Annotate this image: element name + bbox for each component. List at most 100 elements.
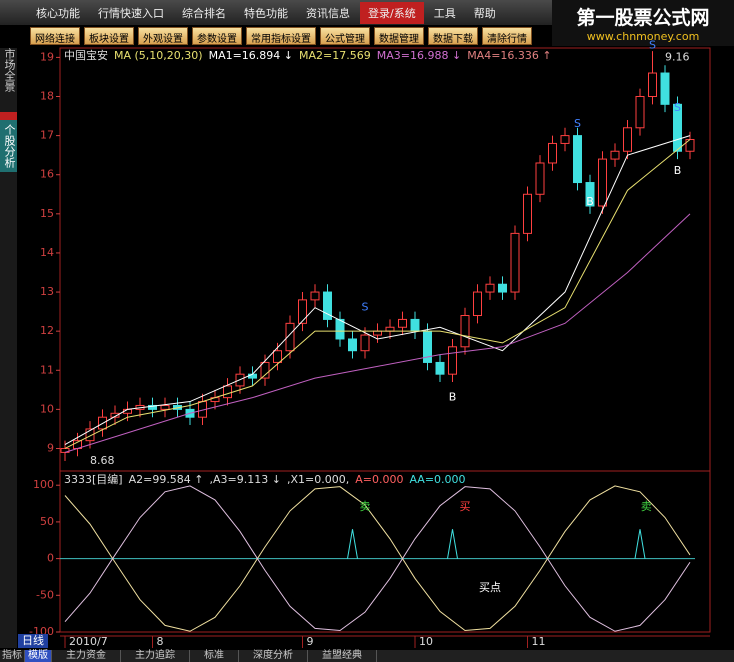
menu-bar: 核心功能 行情快速入口 综合排名 特色功能 资讯信息 登录/系统 工具 帮助 [0, 0, 552, 25]
y-tick-label: 18 [40, 89, 54, 102]
tab[interactable]: 主力追踪 [121, 650, 190, 662]
candle-body [110, 412, 120, 418]
side-tab[interactable]: 个股分析 [0, 112, 17, 172]
candle-body [498, 283, 507, 293]
tab[interactable]: 益盟经典 [308, 650, 377, 662]
menu-item[interactable]: 特色功能 [244, 6, 288, 20]
period-button[interactable]: 日线 [18, 634, 48, 648]
candle-body [285, 322, 295, 352]
candle-body [148, 404, 157, 410]
signal-label: 买 [460, 500, 471, 513]
candle-body [410, 318, 420, 332]
signal-marker: B [674, 164, 682, 177]
indicator-line [64, 485, 691, 632]
header-item: 3333[目编] [64, 472, 123, 486]
y-tick-label: 0 [47, 552, 54, 565]
tab[interactable]: 模版 [25, 650, 52, 662]
candle-body [523, 193, 532, 234]
tab[interactable]: 指标 [0, 650, 25, 662]
y-tick-label: 12 [40, 324, 54, 337]
signal-marker: B [586, 195, 594, 208]
candle-body [360, 334, 370, 352]
menu-item[interactable]: 登录/系统 [360, 1, 424, 24]
tool-button[interactable]: 常用指标设置 [246, 27, 316, 45]
header-item: MA2=17.569 [299, 49, 371, 62]
frame [59, 47, 711, 633]
tab[interactable]: 主力资金 [52, 650, 121, 662]
candle-body [610, 150, 620, 160]
logo-url: www.chnmoney.com [586, 30, 700, 43]
y-tick-label: 9 [47, 441, 54, 454]
candle-body [348, 338, 357, 352]
ma-line [64, 213, 691, 453]
tool-button[interactable]: 网络连接 [30, 27, 80, 45]
candle-body [560, 135, 570, 144]
x-tick-label: 2010/7 [69, 635, 108, 648]
signal-marker: B [449, 391, 457, 404]
tool-button[interactable]: 数据管理 [374, 27, 424, 45]
header-item: ,A3=9.113 ↓ [210, 473, 281, 486]
indicator-line [64, 485, 691, 632]
menu-item[interactable]: 行情快速入口 [98, 6, 164, 20]
menu-item[interactable]: 资讯信息 [306, 6, 350, 20]
candle-body [648, 72, 657, 97]
candle-body [585, 182, 595, 207]
price-label: 8.68 [90, 454, 115, 467]
y-tick-label: 14 [40, 246, 54, 259]
y-tick-label: -50 [36, 588, 54, 601]
menu-item[interactable]: 综合排名 [182, 6, 226, 20]
candle-body [435, 361, 445, 375]
candle-body [373, 330, 382, 336]
candle-body [323, 291, 332, 320]
candle-body [385, 326, 395, 332]
candle-body [448, 346, 457, 375]
signal-spike [447, 529, 458, 559]
toolbar: 网络连接 板块设置 外观设置 参数设置 常用指标设置 公式管理 数据管理 数据下载 清除行情 [30, 27, 532, 45]
header-item: ,X1=0.000, [287, 473, 349, 486]
y-tick-label: 15 [40, 207, 54, 220]
header-item: 中国宝安 [64, 48, 108, 62]
header-item: MA3=16.988 ↓ [377, 49, 461, 62]
candle-body [310, 291, 320, 301]
tool-button[interactable]: 清除行情 [482, 27, 532, 45]
tool-button[interactable]: 数据下载 [428, 27, 478, 45]
menu-item[interactable]: 核心功能 [36, 6, 80, 20]
candle-body [298, 299, 307, 324]
y-tick-label: 16 [40, 168, 54, 181]
candle-body [548, 142, 557, 164]
y-tick-label: 11 [40, 363, 54, 376]
candle-body [573, 135, 582, 184]
candle-body [223, 385, 232, 399]
candle-body [85, 428, 95, 442]
tool-button[interactable]: 外观设置 [138, 27, 188, 45]
tool-button[interactable]: 参数设置 [192, 27, 242, 45]
menu-item[interactable]: 帮助 [473, 6, 496, 20]
tool-button[interactable]: 板块设置 [84, 27, 134, 45]
candle-body [273, 350, 282, 363]
header-item: A=0.000 [355, 473, 403, 486]
candle-body [473, 291, 482, 317]
candle-body [160, 404, 170, 410]
tab[interactable]: 深度分析 [239, 650, 308, 662]
signal-marker: S [649, 39, 656, 52]
header-item: AA=0.000 [409, 473, 465, 486]
tab[interactable]: 标准 [190, 650, 239, 662]
y-tick-label: 13 [40, 285, 54, 298]
y-tick-label: 17 [40, 129, 54, 142]
header-item: A2=99.584 ↑ [129, 473, 204, 486]
header-item: MA (5,10,20,30) [114, 49, 203, 62]
signal-marker: S [574, 117, 581, 130]
candle-body [248, 373, 257, 379]
side-tab[interactable]: 市场全景 [3, 48, 16, 92]
candle-body [260, 361, 270, 379]
tool-button[interactable]: 公式管理 [320, 27, 370, 45]
signal-label: 卖 [360, 500, 371, 513]
sidebar: 市场全景 个股分析 [0, 48, 17, 648]
candle-body [335, 318, 345, 340]
signal-spike [634, 529, 646, 559]
candle-body [398, 318, 407, 328]
menu-item[interactable]: 工具 [433, 6, 456, 20]
candle-body [673, 103, 682, 152]
